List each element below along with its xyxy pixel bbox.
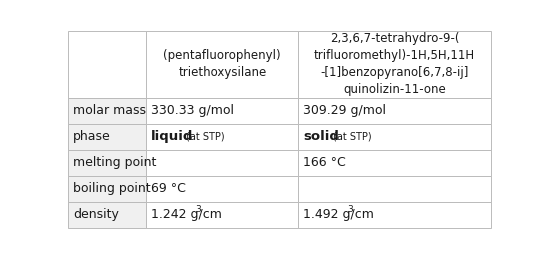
Text: 1.242 g/cm: 1.242 g/cm <box>152 208 222 221</box>
Text: 330.33 g/mol: 330.33 g/mol <box>152 104 234 117</box>
Text: (at STP): (at STP) <box>186 132 225 142</box>
Text: 2,3,6,7-tetrahydro-9-(
trifluoromethyl)-1H,5H,11H
-[1]benzopyrano[6,7,8-ij]
quin: 2,3,6,7-tetrahydro-9-( trifluoromethyl)-… <box>314 32 475 96</box>
Text: boiling point: boiling point <box>73 182 151 195</box>
Bar <box>68 176 146 202</box>
Text: 3: 3 <box>348 205 354 214</box>
Bar <box>298 98 490 124</box>
Bar <box>298 202 490 228</box>
Text: (at STP): (at STP) <box>333 132 372 142</box>
Bar <box>146 31 298 98</box>
Text: 3: 3 <box>196 205 202 214</box>
Bar <box>68 150 146 176</box>
Bar <box>146 150 298 176</box>
Text: phase: phase <box>73 130 111 143</box>
Text: liquid: liquid <box>152 130 193 143</box>
Bar <box>298 31 490 98</box>
Text: molar mass: molar mass <box>73 104 146 117</box>
Text: melting point: melting point <box>73 156 156 169</box>
Bar <box>68 98 146 124</box>
Bar <box>146 124 298 150</box>
Text: 309.29 g/mol: 309.29 g/mol <box>304 104 386 117</box>
Bar <box>146 202 298 228</box>
Bar <box>68 31 146 98</box>
Text: 1.492 g/cm: 1.492 g/cm <box>304 208 374 221</box>
Bar <box>146 176 298 202</box>
Bar <box>68 124 146 150</box>
Bar <box>298 124 490 150</box>
Text: solid: solid <box>304 130 340 143</box>
Text: 166 °C: 166 °C <box>304 156 346 169</box>
Text: density: density <box>73 208 119 221</box>
Text: (pentafluorophenyl)
triethoxysilane: (pentafluorophenyl) triethoxysilane <box>164 49 281 79</box>
Bar <box>146 98 298 124</box>
Bar <box>68 202 146 228</box>
Bar <box>298 150 490 176</box>
Text: 69 °C: 69 °C <box>152 182 186 195</box>
Bar <box>298 176 490 202</box>
